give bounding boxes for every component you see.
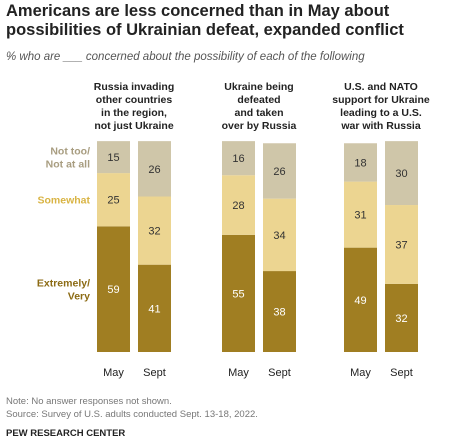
- bar-segment: [385, 205, 418, 284]
- legend-label: Somewhat: [37, 195, 90, 207]
- bar-segment: [138, 264, 171, 352]
- bar-segment: [344, 181, 377, 248]
- credit: PEW RESEARCH CENTER: [6, 428, 125, 439]
- bar-segment: [97, 173, 130, 227]
- x-tick-label: Sept: [390, 367, 413, 379]
- x-tick-label: Sept: [268, 367, 291, 379]
- bar-segment: [222, 234, 255, 352]
- value-label: 16: [232, 153, 244, 165]
- value-label: 55: [232, 288, 244, 300]
- bar-segment: [385, 141, 418, 206]
- bar-segment: [222, 141, 255, 176]
- value-label: 26: [273, 166, 285, 178]
- value-label: 18: [354, 157, 366, 169]
- value-label: 25: [107, 195, 119, 207]
- x-tick-label: May: [228, 367, 249, 379]
- value-label: 59: [107, 284, 119, 296]
- legend-label: Extremely/Very: [37, 278, 90, 303]
- panel-title: Ukraine being defeated and taken over by Ru…: [222, 81, 297, 132]
- bar-segment: [344, 143, 377, 182]
- value-label: 34: [273, 230, 285, 242]
- value-label: 30: [395, 168, 407, 180]
- bar-segment: [263, 271, 296, 352]
- bar-segment: [263, 198, 296, 272]
- source: Source: Survey of U.S. adults conducted …: [6, 409, 258, 420]
- x-tick-label: May: [103, 367, 124, 379]
- chart-subtitle: % who are ___ concerned about the possib…: [6, 51, 365, 63]
- note: Note: No answer responses not shown.: [6, 396, 172, 407]
- value-label: 32: [395, 313, 407, 325]
- bar-segment: [97, 141, 130, 174]
- bar-segment: [385, 283, 418, 352]
- bar-segment: [97, 226, 130, 352]
- panel-title: U.S. and NATO support for Ukraine leading …: [332, 81, 430, 132]
- value-label: 32: [148, 226, 160, 238]
- value-label: 49: [354, 295, 366, 307]
- bar-segment: [138, 196, 171, 265]
- value-label: 38: [273, 307, 285, 319]
- chart-title: Americans are less concerned than in May…: [6, 2, 404, 39]
- bar-segment: [138, 141, 171, 197]
- value-label: 31: [354, 210, 366, 222]
- value-label: 28: [232, 200, 244, 212]
- x-tick-label: May: [350, 367, 371, 379]
- value-label: 15: [107, 152, 119, 164]
- x-tick-label: Sept: [143, 367, 166, 379]
- value-label: 26: [148, 164, 160, 176]
- bar-segment: [263, 143, 296, 199]
- panel-title: Russia invading other countries in the reg…: [94, 81, 175, 132]
- legend-label: Not too/Not at all: [46, 146, 90, 171]
- bar-segment: [222, 175, 255, 235]
- bar-segment: [344, 247, 377, 352]
- value-label: 41: [148, 303, 160, 315]
- value-label: 37: [395, 239, 407, 251]
